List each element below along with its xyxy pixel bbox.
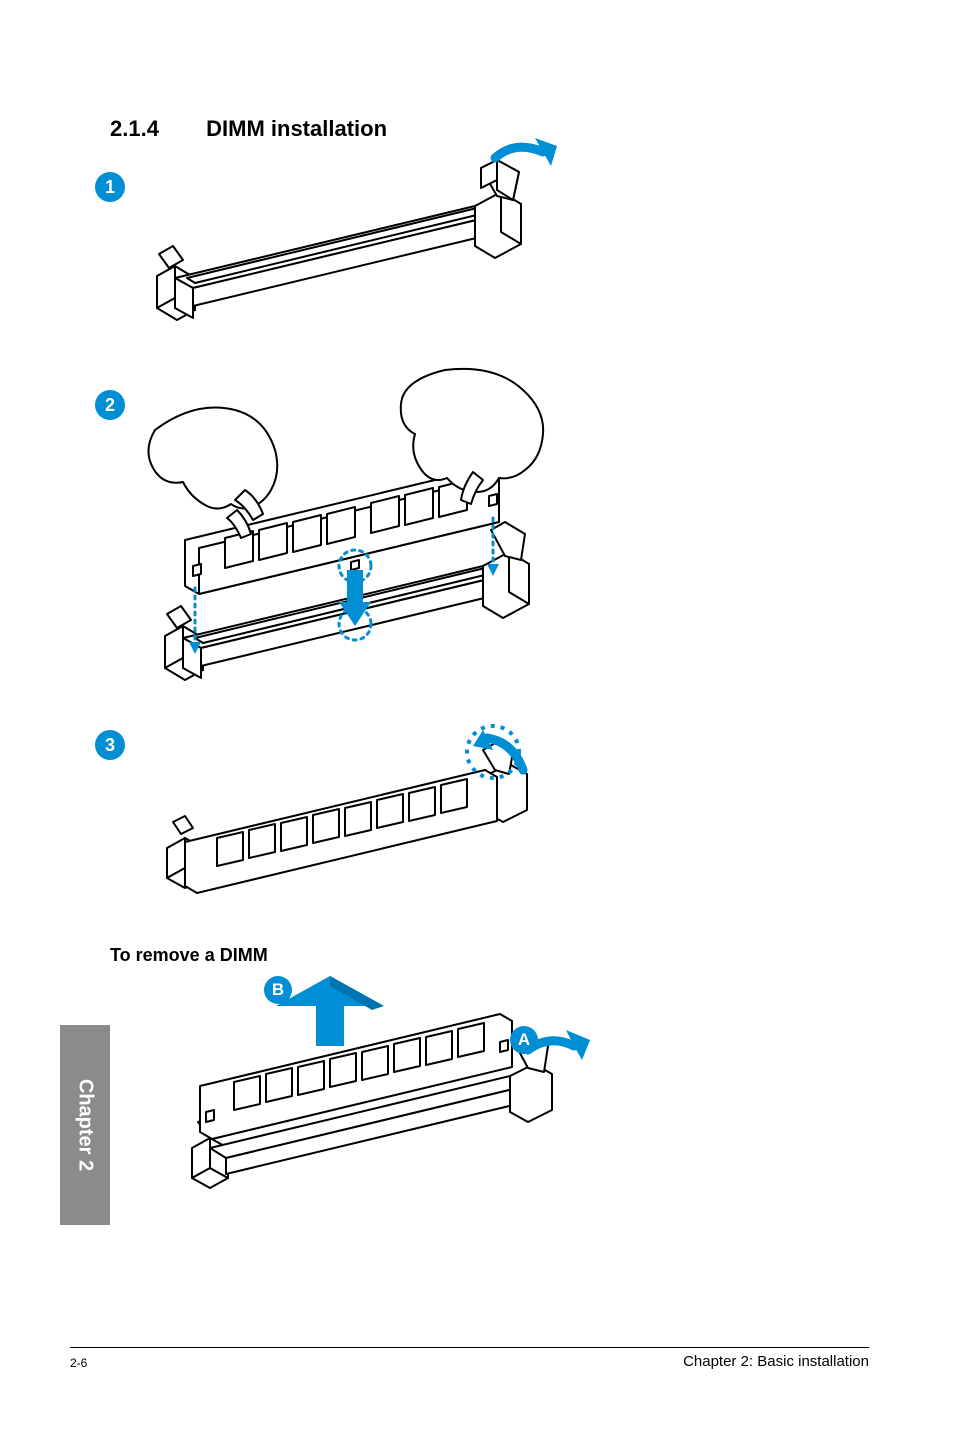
step-badge-3: 3 [95,730,125,760]
page-number: 2-6 [70,1356,87,1370]
page: 2.1.4 DIMM installation 1 [0,0,954,1438]
section-number: 2.1.4 [110,116,200,142]
dimm-insert-diagram [95,370,555,700]
open-latch-arrow-icon [495,138,557,166]
figure-remove: B A [140,970,570,1220]
section-heading: 2.1.4 DIMM installation [110,116,387,142]
dimm-seated-diagram [95,720,525,910]
chapter-tab: Chapter 2 [60,1025,110,1225]
label-badge-a: A [510,1026,538,1054]
footer-chapter: Chapter 2: Basic installation [683,1353,869,1370]
chapter-tab-label: Chapter 2 [74,1079,97,1171]
step-badge-1: 1 [95,172,125,202]
figure-step-1: 1 [95,160,545,360]
lift-up-arrow-icon [276,976,384,1046]
label-badge-b: B [264,976,292,1004]
figure-step-3: 3 [95,720,525,910]
remove-heading: To remove a DIMM [110,945,268,966]
section-title: DIMM installation [206,116,387,141]
footer-rule [70,1347,869,1348]
dimm-remove-diagram [140,970,570,1220]
step-badge-2: 2 [95,390,125,420]
dimm-slot-diagram-1 [95,160,545,360]
figure-step-2: 2 [95,370,555,700]
